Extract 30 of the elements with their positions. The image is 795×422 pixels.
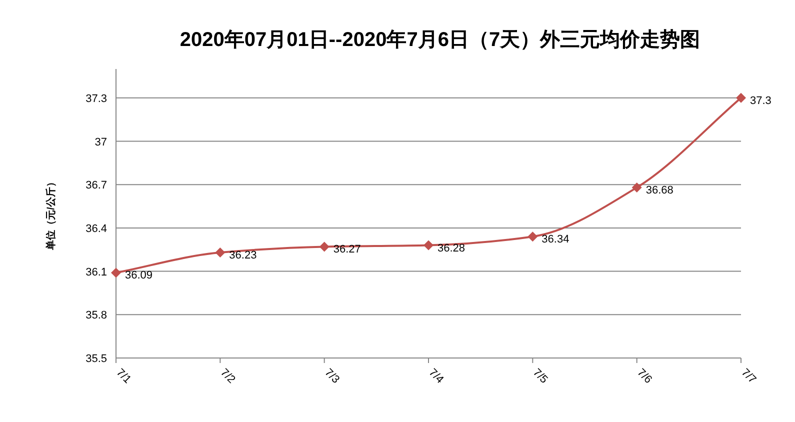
x-tick-label: 7/1	[114, 366, 134, 386]
point	[424, 240, 434, 250]
y-tick-label: 36.4	[86, 222, 107, 235]
x-tick-label: 7/2	[218, 366, 238, 386]
y-tick-label: 37	[94, 136, 107, 148]
data-label: 37.3	[750, 94, 772, 107]
data-label: 36.23	[229, 250, 257, 262]
chart-title: 2020年07月01日--2020年7月6日（7天）外三元均价走势图	[180, 29, 700, 51]
x-tick-label: 7/5	[530, 366, 550, 386]
x-tick-label: 7/3	[322, 366, 342, 386]
point	[632, 182, 642, 192]
data-label: 36.09	[125, 270, 153, 282]
point	[528, 232, 538, 242]
x-tick-label: 7/6	[634, 366, 654, 386]
y-tick-label: 36.1	[86, 266, 107, 278]
y-tick-label: 36.7	[86, 180, 107, 192]
x-tick-label: 7/4	[426, 366, 446, 386]
point	[215, 248, 226, 258]
y-tick-label: 37.3	[86, 92, 107, 105]
data-label: 36.27	[333, 244, 361, 256]
y-tick-label: 35.5	[86, 353, 107, 365]
y-tick-label: 35.8	[86, 310, 107, 322]
point	[319, 242, 330, 252]
point	[111, 268, 121, 278]
x-tick-label: 7/7	[738, 366, 758, 386]
data-label: 36.34	[542, 234, 570, 246]
point	[736, 92, 746, 103]
data-label: 36.28	[438, 242, 466, 254]
data-label: 36.68	[646, 184, 674, 196]
y-axis-title: 单位（元/公斤）	[45, 177, 57, 251]
